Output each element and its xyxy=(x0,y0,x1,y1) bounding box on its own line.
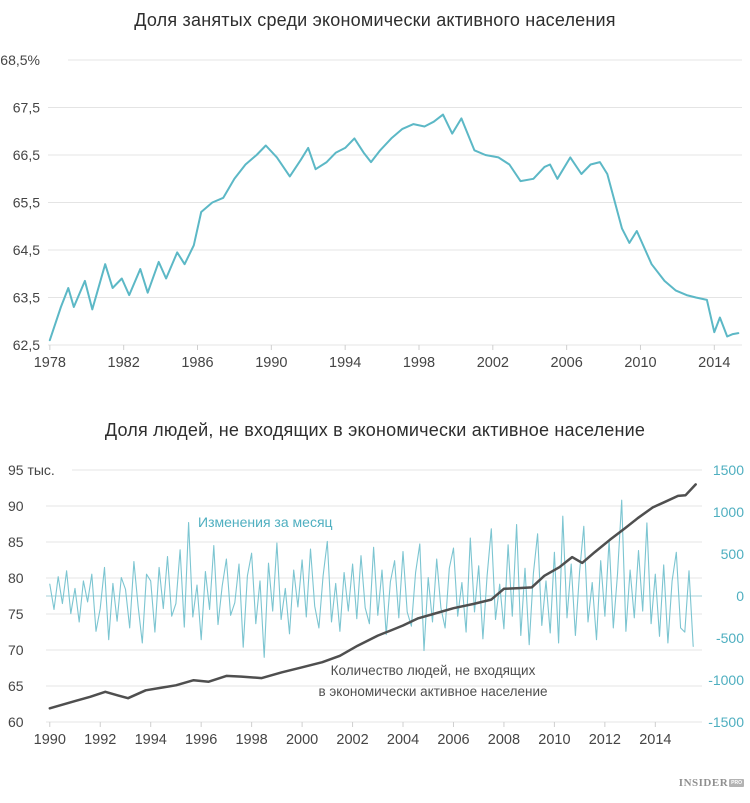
chart2-right-axis-label: -1500 xyxy=(708,714,744,730)
chart1-x-axis-label: 2002 xyxy=(477,355,509,371)
chart2-left-axis-label: 70 xyxy=(8,642,24,658)
level-series-label-line1: Количество людей, не входящих xyxy=(330,663,536,678)
chart1-y-axis-label: 68,5% xyxy=(0,52,40,68)
chart2-x-axis-label: 2004 xyxy=(387,732,419,748)
chart2-right-axis-label: 1000 xyxy=(713,504,744,520)
chart2-x-axis-label: 1994 xyxy=(135,732,167,748)
not-in-labor-force-chart: 95 тыс. 90 85 80 75 70 65 60 1500 1000 500 0 -500 -10… xyxy=(8,462,745,748)
chart2-x-axis-label: 1998 xyxy=(235,732,267,748)
chart2-left-axis-label: 75 xyxy=(8,606,24,622)
chart1-x-axis-label: 2010 xyxy=(624,355,656,371)
chart2-right-axis-label: 0 xyxy=(736,588,744,604)
not-in-labor-force-line xyxy=(48,483,697,710)
monthly-change-line xyxy=(49,499,694,658)
chart1-y-axis-label: 66,5 xyxy=(13,147,40,163)
chart2-right-axis-label: -500 xyxy=(716,630,744,646)
chart2-left-axis-label: 95 тыс. xyxy=(8,462,55,478)
monthly-change-series-label: Изменения за месяц xyxy=(198,514,333,530)
chart1-x-axis-label: 1994 xyxy=(329,355,361,371)
chart2-x-axis-label: 2014 xyxy=(639,732,671,748)
chart2-title: Доля людей, не входящих в экономически а… xyxy=(104,420,646,440)
chart2-left-axis-label: 80 xyxy=(8,570,24,586)
chart1-x-axis-label: 1990 xyxy=(255,355,287,371)
chart2-left-axis-label: 90 xyxy=(8,498,24,514)
chart1-x-axis-label: 1978 xyxy=(34,355,66,371)
chart1-y-axis-label: 67,5 xyxy=(13,100,40,116)
chart1-x-axis-label: 2006 xyxy=(551,355,583,371)
chart1-title: Доля занятых среди экономически активног… xyxy=(134,10,616,30)
chart2-x-axis-label: 1996 xyxy=(185,732,217,748)
chart1-x-axis-label: 1986 xyxy=(181,355,213,371)
chart2-right-axis-label: 500 xyxy=(721,546,745,562)
chart1-y-axis-label: 65,5 xyxy=(13,195,40,211)
level-series-label: Количество людей, не входящих в экономич… xyxy=(297,660,569,702)
chart2-left-axis-label: 60 xyxy=(8,714,24,730)
chart2-right-axis-label: 1500 xyxy=(713,462,744,478)
chart1-y-axis-label: 62,5 xyxy=(13,337,40,353)
chart2-x-axis-label: 1992 xyxy=(84,732,116,748)
chart2-left-axis-label: 85 xyxy=(8,534,24,550)
logo-name: INSIDER xyxy=(678,777,729,789)
chart2-left-axis-label: 65 xyxy=(8,678,24,694)
chart2-x-axis-label: 1990 xyxy=(34,732,66,748)
level-series-label-line2: в экономически активное население xyxy=(318,684,548,699)
employment-share-line xyxy=(48,113,740,342)
chart2-x-axis-label: 2010 xyxy=(538,732,570,748)
chart2-x-axis-label: 2000 xyxy=(286,732,318,748)
insider-pro-logo: INSIDER PRO xyxy=(679,777,744,789)
chart1-x-axis-label: 1998 xyxy=(403,355,435,371)
chart1-y-axis-label: 64,5 xyxy=(13,242,40,258)
chart2-right-axis-label: -1000 xyxy=(708,672,744,688)
chart2-x-axis-label: 2006 xyxy=(437,732,469,748)
chart2-x-axis-label: 2012 xyxy=(589,732,621,748)
logo-pro-badge: PRO xyxy=(729,779,744,787)
chart2-x-axis-label: 2008 xyxy=(488,732,520,748)
chart1-y-axis-label: 63,5 xyxy=(13,290,40,306)
chart1-x-axis-label: 1982 xyxy=(108,355,140,371)
chart2-x-axis-label: 2002 xyxy=(336,732,368,748)
chart1-x-axis-label: 2014 xyxy=(698,355,730,371)
employment-share-chart: 68,5% 67,5 66,5 65,5 64,5 63,5 62,5 1978 1982 198… xyxy=(0,52,742,371)
